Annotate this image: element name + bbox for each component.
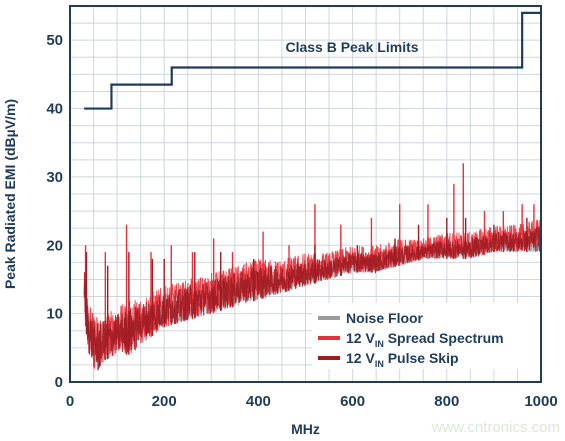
y-tick-label: 0	[55, 374, 63, 391]
x-axis-label: MHz	[291, 421, 320, 437]
limit-annotation: Class B Peak Limits	[285, 39, 418, 55]
tick-labels: 0 200 400 600 800 1000 0 10 20 30 40 50	[46, 32, 557, 410]
y-axis-label: Peak Radiated EMI (dBµV/m)	[2, 99, 18, 289]
limit-line	[84, 11, 541, 110]
y-tick-label: 10	[46, 306, 63, 323]
y-tick-label: 40	[46, 101, 63, 118]
x-tick-label: 1000	[524, 393, 557, 410]
x-tick-label: 600	[340, 393, 365, 410]
legend-label: 12 VIN Spread Spectrum	[346, 330, 504, 349]
x-tick-label: 400	[246, 393, 271, 410]
x-tick-label: 0	[66, 393, 74, 410]
y-tick-label: 30	[46, 169, 63, 186]
legend-label: Noise Floor	[346, 310, 424, 326]
series-trace	[83, 226, 542, 371]
x-tick-label: 800	[434, 393, 459, 410]
y-tick-label: 20	[46, 237, 63, 254]
class-b-limit-line	[84, 11, 541, 110]
legend-label: 12 VIN Pulse Skip	[346, 350, 459, 369]
x-tick-label: 200	[152, 393, 177, 410]
y-tick-label: 50	[46, 32, 63, 49]
traces	[83, 163, 542, 371]
plot-frame	[69, 5, 542, 383]
legend-background	[312, 303, 540, 369]
watermark: www.cntronics.com	[431, 419, 560, 436]
